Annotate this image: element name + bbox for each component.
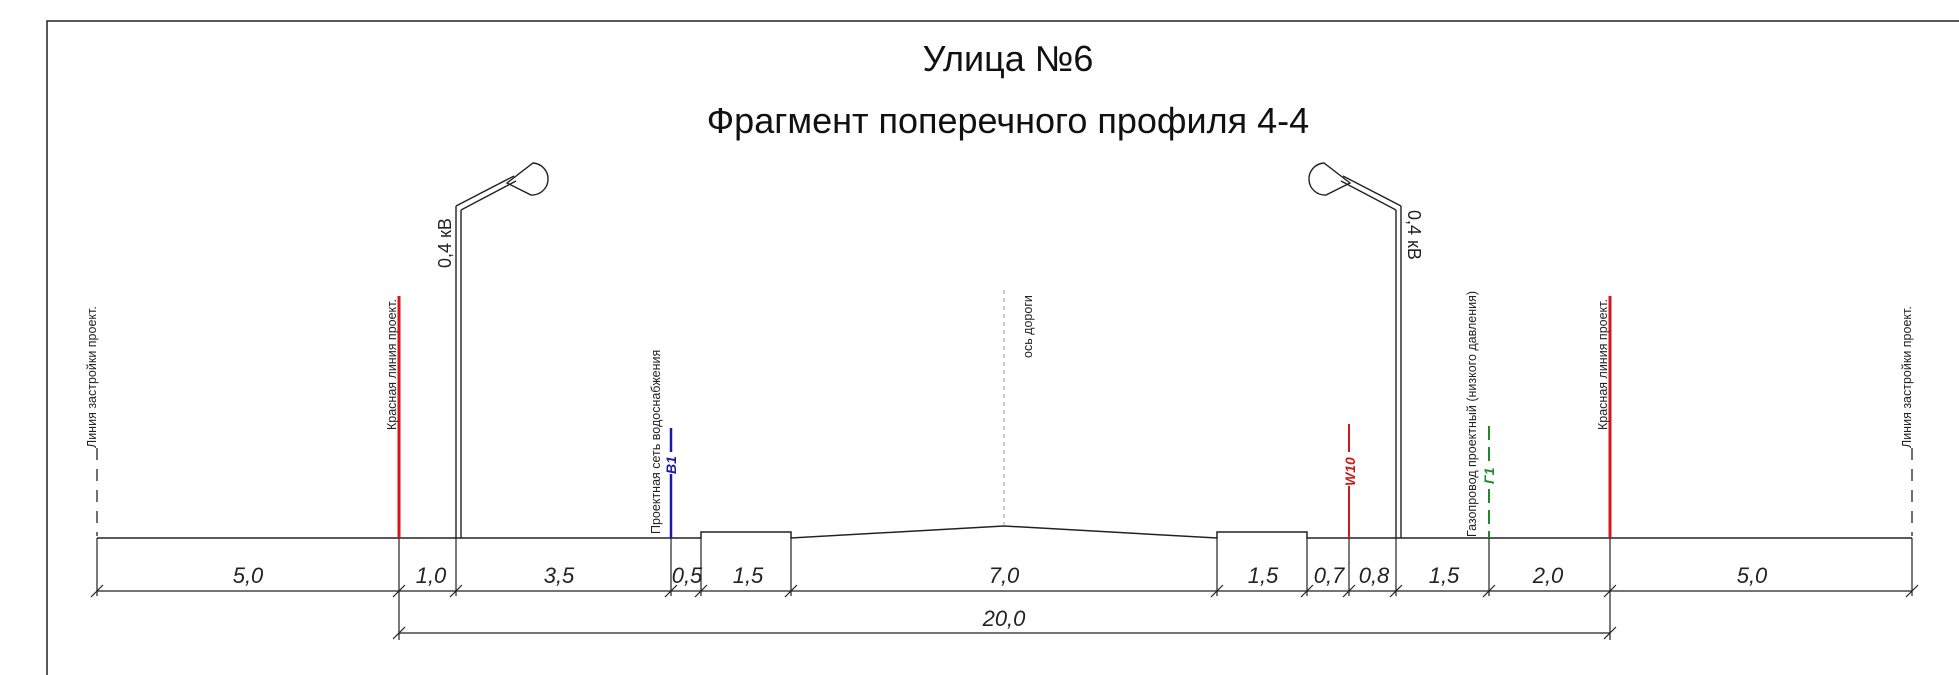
building-line-right-label: Линия застройки проект. (1900, 306, 1914, 448)
dimension-value: 0,7 (1314, 563, 1345, 588)
dimension-value: 1,5 (1429, 563, 1460, 588)
red-line-right-label: Красная линия проект. (1596, 299, 1610, 430)
total-dimension-value: 20,0 (982, 606, 1027, 631)
drawing-frame (46, 20, 1959, 675)
cable-code: W10 (1342, 457, 1358, 486)
drawing-title: Улица №6 (923, 38, 1094, 79)
dimension-value: 1,5 (733, 563, 764, 588)
drawing-subtitle: Фрагмент поперечного профиля 4-4 (707, 100, 1309, 141)
lamp-right-icon (1308, 162, 1402, 538)
water-pipe-code: В1 (663, 456, 679, 474)
dimension-value: 5,0 (233, 563, 264, 588)
dimension-value: 1,0 (416, 563, 447, 588)
lamp-left-voltage: 0,4 кВ (435, 218, 455, 268)
dimension-value: 0,8 (1359, 563, 1390, 588)
dimension-value: 0,5 (672, 563, 703, 588)
gas-pipeline-label: Газопровод проектный (низкого давления) (1465, 291, 1479, 537)
dimension-value: 3,5 (544, 563, 575, 588)
road-axis-label: ось дороги (1021, 295, 1035, 358)
dimension-value: 5,0 (1737, 563, 1768, 588)
lamp-left-icon (455, 162, 549, 538)
dimension-value: 7,0 (989, 563, 1020, 588)
dimension-value: 2,0 (1532, 563, 1564, 588)
water-network-label: Проектная сеть водоснабжения (649, 350, 663, 534)
dimension-value: 1,5 (1248, 563, 1279, 588)
dimension-chain (90, 538, 1919, 640)
building-line-left-label: Линия застройки проект. (85, 306, 99, 448)
gas-pipe-code: Г1 (1481, 467, 1497, 484)
lamp-right-voltage: 0,4 кВ (1404, 210, 1424, 260)
ground-line (97, 525, 1912, 539)
red-line-left-label: Красная линия проект. (385, 299, 399, 430)
